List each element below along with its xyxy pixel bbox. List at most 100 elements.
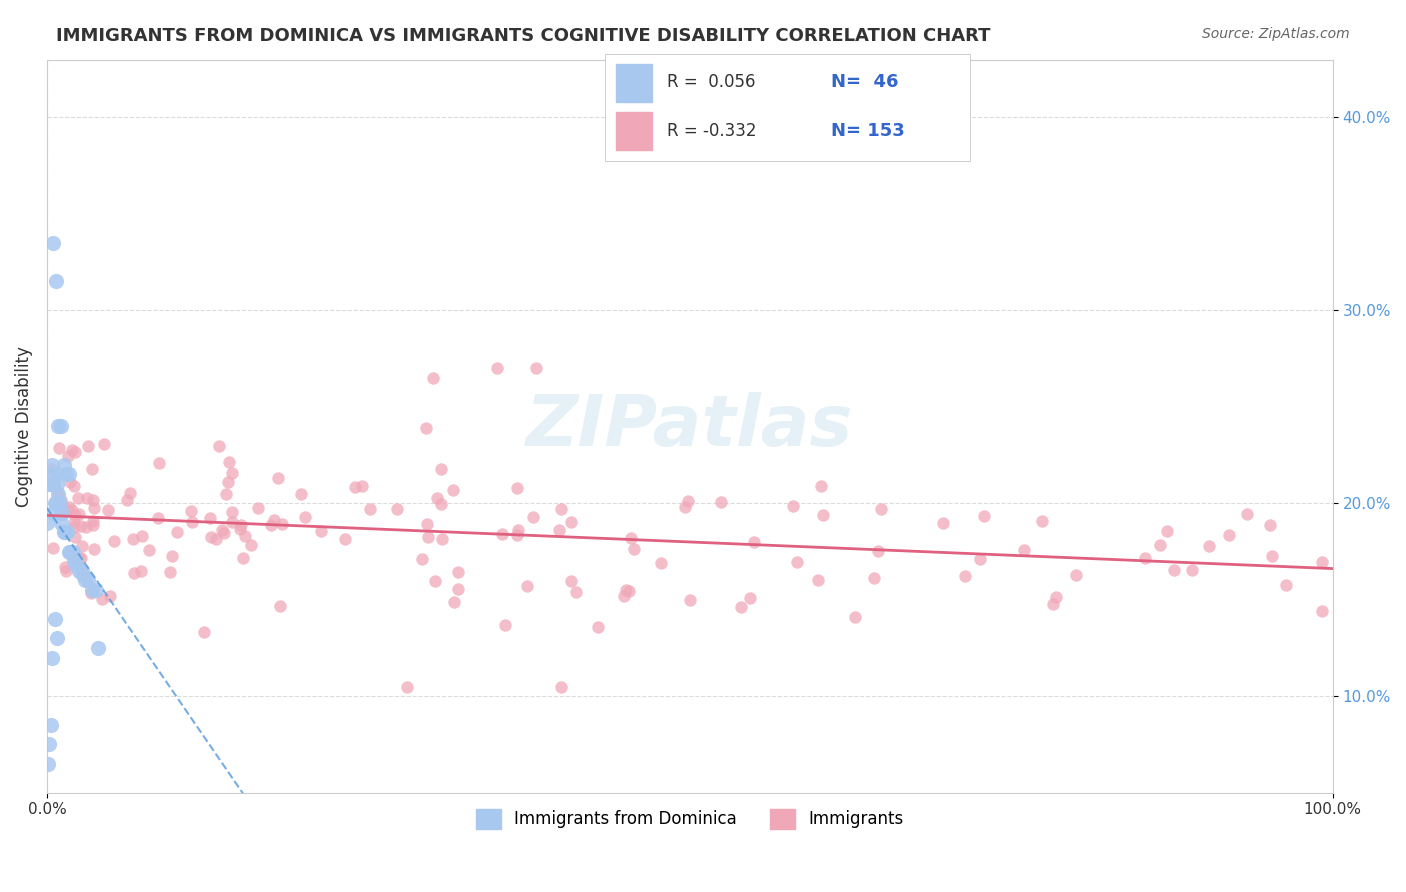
Point — [200, 530, 222, 544]
Point — [211, 523, 233, 537]
Point — [56, 525, 79, 540]
Point — [333, 532, 356, 546]
Point — [48, 496, 70, 510]
Point — [221, 515, 243, 529]
Point — [738, 591, 761, 605]
Text: R =  0.056: R = 0.056 — [666, 73, 755, 91]
Point — [565, 584, 588, 599]
Text: ZIPatlas: ZIPatlas — [526, 392, 853, 460]
Point — [56, 503, 79, 517]
Point — [67, 507, 90, 521]
Point — [1156, 524, 1178, 539]
Point — [70, 564, 93, 578]
Point — [166, 525, 188, 540]
Point — [212, 526, 235, 541]
Point — [730, 599, 752, 614]
Point — [813, 508, 835, 523]
Point — [46, 477, 69, 491]
Point — [83, 541, 105, 556]
Point — [866, 544, 889, 558]
Point — [76, 491, 98, 506]
Point — [97, 503, 120, 517]
Point — [1163, 563, 1185, 577]
Point — [83, 500, 105, 515]
Point — [506, 523, 529, 537]
Text: IMMIGRANTS FROM DOMINICA VS IMMIGRANTS COGNITIVE DISABILITY CORRELATION CHART: IMMIGRANTS FROM DOMINICA VS IMMIGRANTS C… — [56, 27, 991, 45]
Point — [1031, 514, 1053, 528]
Point — [259, 517, 281, 532]
Point — [869, 502, 891, 516]
Point — [67, 551, 90, 566]
Point — [82, 493, 104, 508]
Point — [422, 371, 444, 385]
Point — [218, 455, 240, 469]
Point — [395, 680, 418, 694]
Point — [447, 565, 470, 579]
Point — [506, 528, 529, 542]
Point — [48, 419, 70, 434]
Point — [494, 618, 516, 632]
Point — [49, 516, 72, 530]
Point — [63, 508, 86, 523]
Point — [217, 475, 239, 489]
Point — [58, 544, 80, 558]
Point — [87, 640, 110, 655]
Point — [1135, 550, 1157, 565]
Point — [506, 481, 529, 495]
Point — [613, 590, 636, 604]
Point — [63, 445, 86, 459]
Point — [215, 487, 238, 501]
Point — [955, 569, 977, 583]
Point — [148, 510, 170, 524]
Point — [710, 494, 733, 508]
Bar — [616, 64, 652, 102]
Point — [516, 579, 538, 593]
Point — [1310, 555, 1333, 569]
Point — [59, 475, 82, 490]
Point — [1218, 528, 1240, 542]
Point — [385, 502, 408, 516]
Point — [51, 506, 73, 520]
Point — [1310, 603, 1333, 617]
Point — [180, 515, 202, 529]
Point — [586, 620, 609, 634]
Point — [229, 522, 252, 536]
Point — [614, 583, 637, 598]
Point — [290, 487, 312, 501]
Point — [131, 529, 153, 543]
Point — [48, 486, 70, 500]
Point — [239, 538, 262, 552]
Y-axis label: Cognitive Disability: Cognitive Disability — [15, 346, 32, 507]
Bar — [616, 112, 652, 150]
Point — [52, 458, 75, 472]
Point — [1261, 549, 1284, 563]
Point — [80, 586, 103, 600]
Text: N= 153: N= 153 — [831, 121, 905, 139]
Point — [1064, 568, 1087, 582]
Point — [1042, 598, 1064, 612]
Point — [80, 462, 103, 476]
Point — [548, 523, 571, 537]
Point — [75, 520, 97, 534]
Point — [103, 533, 125, 548]
Point — [1275, 578, 1298, 592]
Point — [82, 514, 104, 528]
Point — [423, 574, 446, 589]
Point — [70, 519, 93, 533]
Point — [55, 564, 77, 578]
Point — [231, 518, 253, 533]
Point — [352, 479, 374, 493]
Point — [41, 458, 63, 472]
Point — [138, 543, 160, 558]
Point — [51, 502, 73, 516]
Point — [39, 462, 62, 476]
Point — [343, 480, 366, 494]
Point — [66, 491, 89, 506]
Point — [485, 361, 508, 376]
Point — [93, 437, 115, 451]
Point — [39, 718, 62, 732]
Point — [932, 516, 955, 531]
Point — [162, 549, 184, 563]
Point — [45, 467, 67, 482]
Point — [1258, 518, 1281, 533]
